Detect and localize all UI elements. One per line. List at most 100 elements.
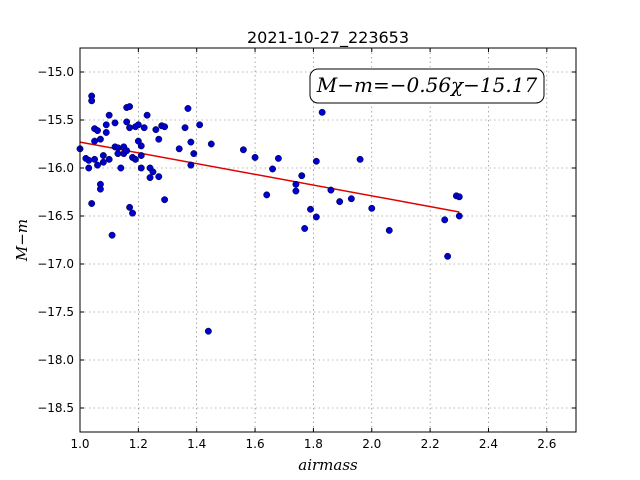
- data-point: [88, 97, 96, 105]
- grid: [79, 48, 576, 432]
- data-point: [455, 212, 463, 220]
- data-point: [155, 135, 163, 143]
- y-tick-label: −15.0: [37, 65, 74, 79]
- data-points: [76, 92, 463, 335]
- data-point: [96, 185, 104, 193]
- data-point: [96, 135, 104, 143]
- data-point: [143, 111, 151, 119]
- data-point: [187, 138, 195, 146]
- y-tick-label: −17.0: [37, 257, 74, 271]
- data-point: [444, 252, 452, 260]
- x-tick-label: 2.4: [479, 437, 498, 451]
- data-point: [126, 103, 134, 111]
- data-point: [155, 173, 163, 181]
- data-point: [152, 126, 160, 134]
- data-point: [88, 200, 96, 207]
- x-tick-label: 1.2: [129, 437, 148, 451]
- data-point: [114, 150, 122, 158]
- data-point: [368, 204, 376, 212]
- x-tick-label: 2.6: [537, 437, 556, 451]
- data-point: [184, 105, 192, 112]
- data-point: [105, 155, 113, 163]
- data-point: [175, 145, 183, 153]
- data-point: [385, 226, 393, 234]
- data-point: [161, 123, 169, 131]
- data-point: [161, 196, 169, 204]
- y-tick-label: −16.5: [37, 209, 74, 223]
- data-point: [105, 111, 113, 119]
- data-point: [129, 209, 136, 217]
- data-point: [85, 164, 93, 172]
- x-tick-label: 1.0: [70, 437, 89, 451]
- data-point: [114, 144, 122, 152]
- data-point: [292, 187, 300, 195]
- data-point: [99, 152, 107, 159]
- data-point: [111, 119, 119, 127]
- data-point: [263, 191, 271, 199]
- data-point: [137, 142, 145, 150]
- data-point: [134, 121, 142, 129]
- data-point: [318, 108, 326, 116]
- data-point: [108, 231, 116, 239]
- y-tick-label: −18.0: [37, 353, 74, 367]
- data-point: [137, 152, 145, 159]
- data-point: [102, 121, 110, 129]
- data-point: [274, 154, 282, 162]
- y-tick-label: −17.5: [37, 305, 74, 319]
- data-point: [99, 158, 107, 166]
- fit-line: [79, 141, 460, 213]
- fit-line-layer: [79, 141, 460, 213]
- data-point: [292, 180, 300, 188]
- data-point: [123, 147, 131, 155]
- y-tick-label: −16.0: [37, 161, 74, 175]
- data-point: [196, 121, 204, 129]
- plot-area-frame: [79, 47, 577, 433]
- y-tick-label: −18.5: [37, 401, 74, 415]
- data-point: [312, 213, 320, 221]
- axis-ticks: 1.0 1.2 1.4 1.6 1.8 2.0 2.2 2.4 2.6 −15.0 −15.5 −16…: [37, 48, 576, 451]
- x-tick-label: 1.4: [187, 437, 206, 451]
- fit-equation: M−m=−0.56χ−15.17: [316, 73, 538, 97]
- data-point: [181, 124, 189, 132]
- data-point: [94, 161, 101, 169]
- data-point: [347, 195, 355, 203]
- data-point: [187, 161, 195, 169]
- x-tick-label: 1.8: [304, 437, 323, 451]
- data-point: [91, 137, 99, 145]
- fit-equation-frame: [309, 68, 545, 104]
- data-point: [204, 327, 212, 335]
- data-point: [190, 150, 198, 158]
- data-point: [131, 155, 139, 163]
- data-point: [327, 186, 335, 194]
- data-point: [239, 146, 247, 154]
- data-point: [102, 129, 110, 136]
- x-tick-label: 2.0: [362, 437, 381, 451]
- data-point: [455, 193, 463, 201]
- data-point: [137, 164, 145, 172]
- x-tick-label: 1.6: [246, 437, 265, 451]
- data-point: [301, 225, 309, 232]
- data-point: [126, 124, 134, 132]
- data-point: [336, 198, 344, 206]
- data-point: [140, 124, 148, 132]
- x-tick-label: 2.2: [421, 437, 440, 451]
- y-tick-label: −15.5: [37, 113, 74, 127]
- data-point: [356, 155, 364, 163]
- x-axis-label: airmass: [298, 456, 358, 474]
- fit-equation-box: M−m=−0.56χ−15.17: [309, 68, 545, 104]
- data-point: [126, 203, 134, 211]
- chart-title: 2021-10-27_223653: [247, 28, 409, 48]
- data-point: [251, 153, 259, 161]
- data-point: [149, 168, 157, 176]
- data-point: [123, 118, 131, 126]
- data-point: [312, 157, 320, 165]
- data-point: [307, 205, 314, 213]
- data-point: [94, 127, 101, 135]
- y-axis-label: M−m: [13, 219, 31, 262]
- data-point: [207, 140, 215, 148]
- data-point: [441, 216, 449, 224]
- data-point: [269, 165, 277, 173]
- data-point: [85, 156, 93, 164]
- data-point: [298, 172, 306, 180]
